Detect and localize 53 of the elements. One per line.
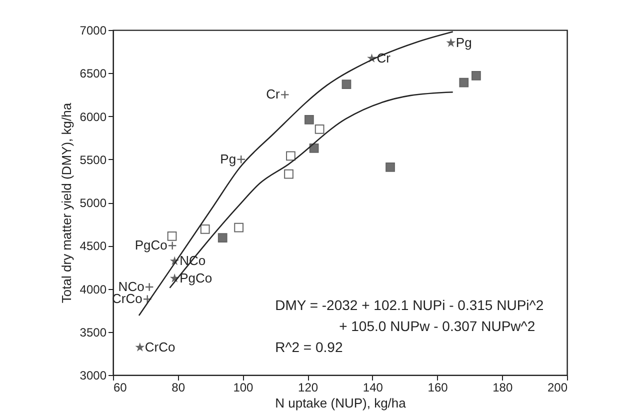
y-tick-label: 4500: [80, 239, 107, 254]
point: [234, 222, 244, 232]
point: [459, 78, 469, 88]
x-tick-label: 140: [362, 380, 384, 394]
annotation: + 105.0 NUPw - 0.307 NUPw^2: [339, 318, 536, 334]
point: [472, 71, 481, 80]
y-tick-label: 7000: [80, 24, 107, 38]
x-tick-label: 180: [492, 380, 513, 394]
x-axis-title: N uptake (NUP), kg/ha: [275, 396, 407, 410]
data-label: NCo: [118, 279, 144, 294]
y-tick-label: 6500: [80, 66, 107, 81]
point: [304, 115, 314, 124]
line-series: [169, 91, 454, 289]
data-label: PgCo: [180, 270, 212, 286]
data-label: Cr: [266, 86, 281, 102]
x-tick-label: 100: [233, 380, 254, 394]
point: [447, 39, 455, 46]
x-tick-label: 60: [114, 380, 128, 394]
point: [236, 154, 246, 164]
data-label: Pg: [456, 34, 472, 50]
x-tick-label: 160: [428, 380, 448, 394]
point: [280, 90, 290, 100]
annotation: R^2 = 0.92: [275, 339, 343, 355]
y-tick-label: 5000: [80, 196, 107, 210]
x-tick-label: 120: [298, 380, 318, 394]
point: [200, 224, 210, 234]
x-tick-label: 80: [172, 380, 186, 394]
y-tick-label: 5500: [80, 152, 107, 167]
point: [386, 162, 395, 172]
annotation: DMY = -2032 + 102.1 NUPi - 0.315 NUPi^2: [275, 297, 544, 313]
point: [144, 282, 154, 292]
point: [218, 233, 228, 243]
point: [284, 169, 294, 179]
point: [136, 344, 144, 351]
y-tick-label: 3000: [80, 368, 107, 382]
point: [168, 241, 177, 250]
data-label: CrCo: [144, 339, 176, 354]
point: [342, 80, 352, 90]
point: [170, 257, 178, 264]
y-tick-label: 6000: [80, 110, 107, 124]
point: [314, 124, 324, 134]
point: [170, 274, 178, 282]
y-tick-label: 3500: [80, 325, 107, 340]
data-label: Pg: [220, 151, 236, 166]
point: [368, 54, 376, 62]
data-label: PgCo: [134, 238, 168, 253]
point: [167, 231, 177, 241]
point: [309, 143, 319, 153]
y-axis-title: Total dry matter yield (DMY), kg/ha: [58, 102, 74, 304]
point: [142, 294, 152, 304]
y-tick-label: 4000: [80, 282, 107, 296]
x-tick-label: 200: [547, 380, 568, 394]
point: [286, 151, 296, 161]
